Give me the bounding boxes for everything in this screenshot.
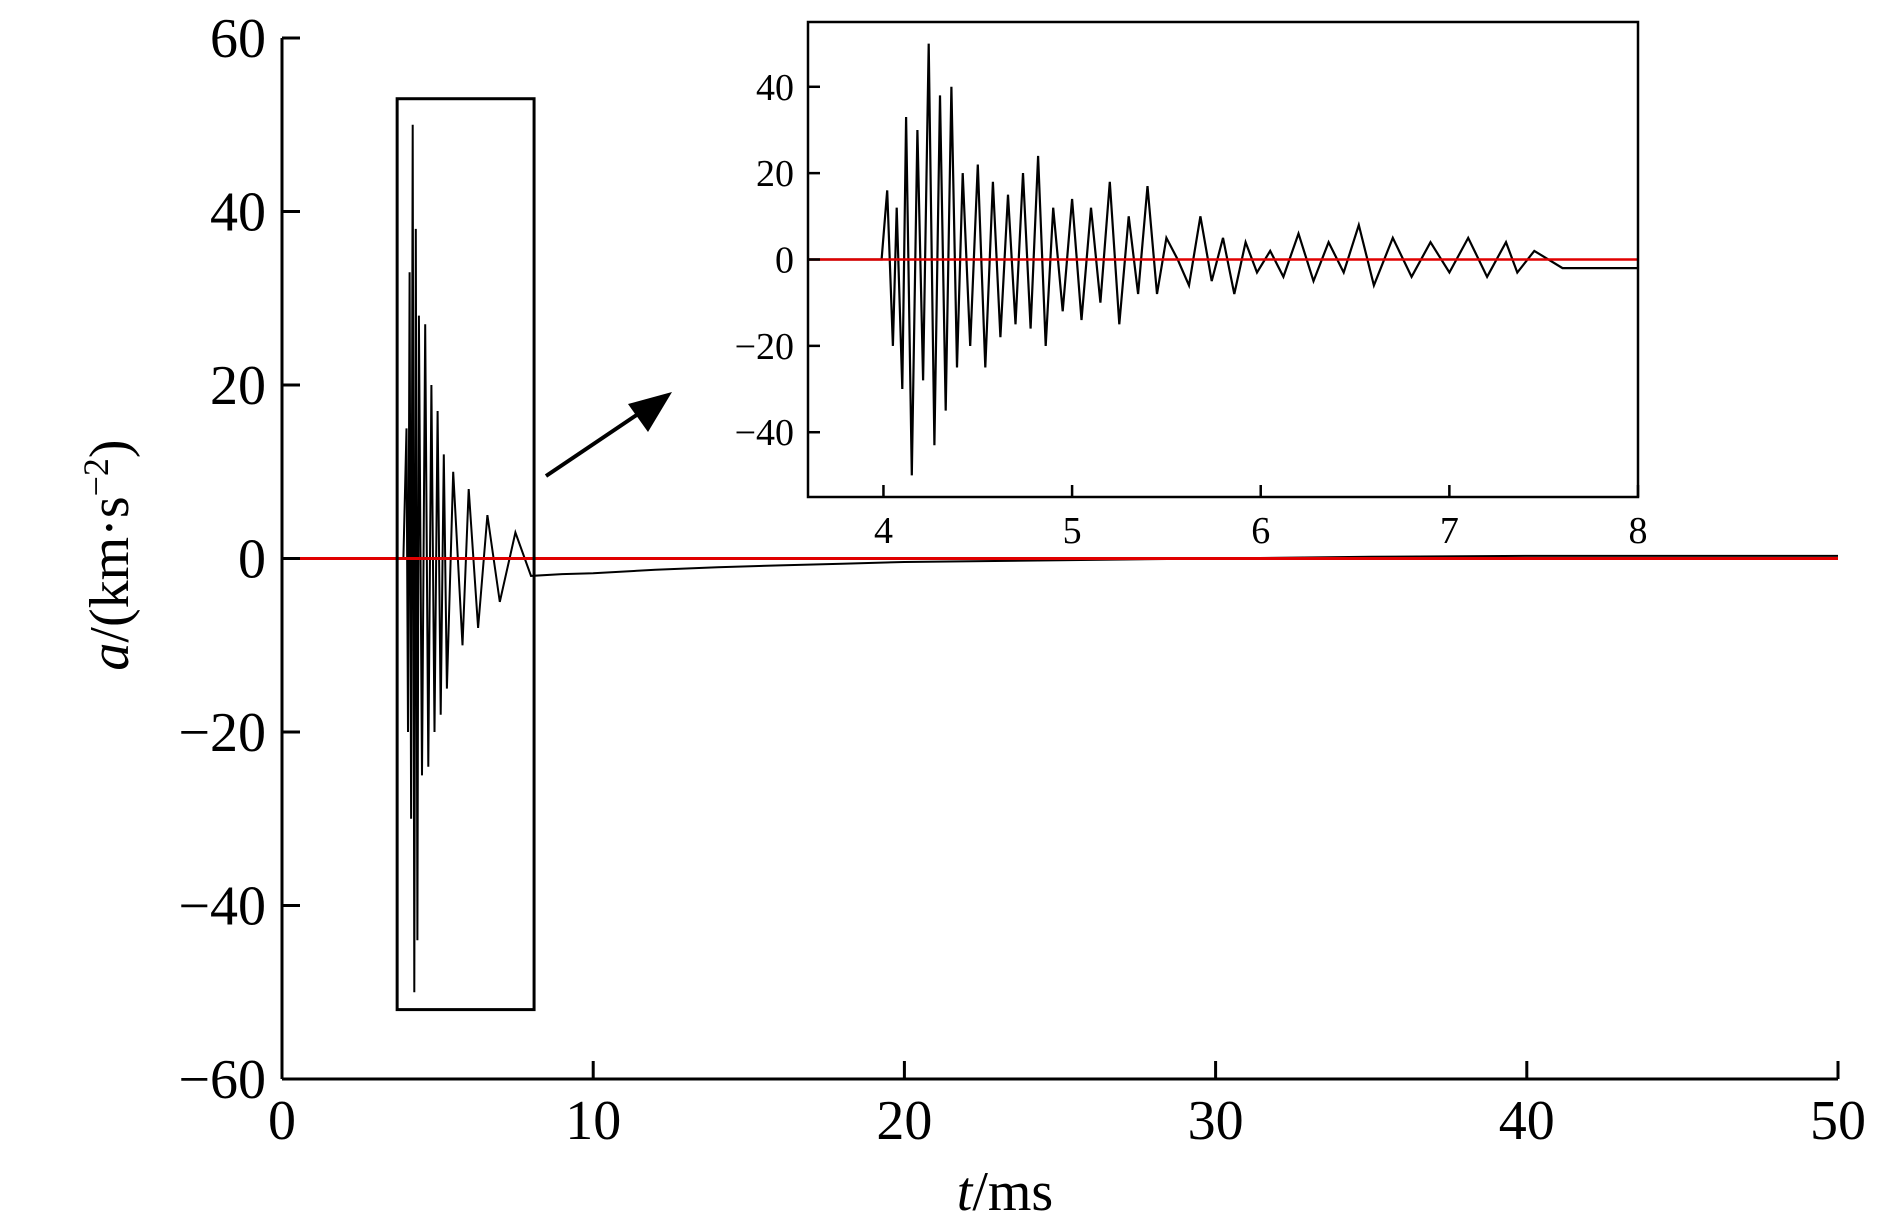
- y-axis-label-unit: /(km·s: [79, 496, 141, 642]
- y-axis-label: a/(km·s−2): [76, 439, 141, 670]
- main-y-tick-label: 40: [210, 182, 266, 244]
- inset-y-tick-label: −40: [735, 412, 794, 454]
- main-x-tick-label: 40: [1499, 1090, 1555, 1152]
- y-axis-label-close: ): [79, 439, 141, 458]
- inset-x-tick-label: 8: [1629, 510, 1648, 552]
- x-axis-label-unit: /ms: [972, 1161, 1053, 1223]
- y-axis-label-exponent: −2: [76, 458, 116, 496]
- main-y-tick-label: −40: [178, 876, 266, 938]
- inset-x-ticks: 4 5 6 7 8: [874, 485, 1648, 552]
- main-y-tick-label: 0: [238, 529, 266, 591]
- main-x-tick-label: 50: [1810, 1090, 1866, 1152]
- main-series-group: [282, 124, 1838, 993]
- main-y-tick-label: −20: [178, 702, 266, 764]
- inset-x-tick-label: 7: [1440, 510, 1459, 552]
- main-x-ticks: 0 10 20 30 40 50: [268, 1061, 1866, 1152]
- main-series-0: [282, 124, 1838, 993]
- inset-plot: 4 5 6 7 8 −40 −20 0 20 40: [735, 20, 1648, 552]
- inset-x-tick-label: 5: [1063, 510, 1082, 552]
- inset-y-ticks: −40 −20 0 20 40: [735, 67, 820, 454]
- main-x-tick-label: 0: [268, 1090, 296, 1152]
- zoom-highlight-box: [395, 97, 536, 1012]
- main-y-tick-label: 20: [210, 355, 266, 417]
- inset-y-tick-label: 40: [756, 67, 794, 109]
- zoom-arrow: [544, 392, 672, 478]
- inset-series-group: [808, 43, 1638, 476]
- main-y-tick-label: −60: [178, 1049, 266, 1111]
- x-axis-label: t/ms: [957, 1161, 1053, 1223]
- main-x-tick-label: 20: [876, 1090, 932, 1152]
- inset-x-tick-label: 6: [1251, 510, 1270, 552]
- inset-series-0: [808, 43, 1638, 476]
- main-y-ticks: −60 −40 −20 0 20 40 60: [178, 8, 300, 1111]
- y-axis-label-var: a: [79, 643, 141, 671]
- inset-y-tick-label: 20: [756, 153, 794, 195]
- inset-x-tick-label: 4: [874, 510, 893, 552]
- x-axis-label-var: t: [957, 1161, 974, 1223]
- main-x-tick-label: 10: [565, 1090, 621, 1152]
- main-y-tick-label: 60: [210, 8, 266, 70]
- inset-y-tick-label: 0: [775, 240, 794, 282]
- inset-y-tick-label: −20: [735, 326, 794, 368]
- main-x-tick-label: 30: [1188, 1090, 1244, 1152]
